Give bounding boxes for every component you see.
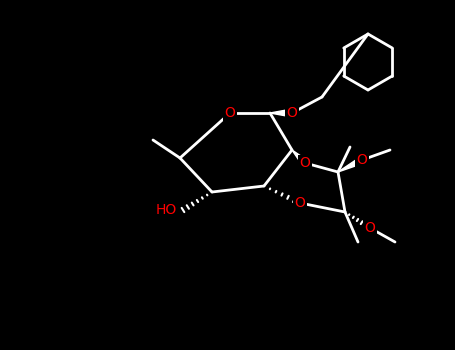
Text: O: O (299, 156, 310, 170)
Polygon shape (270, 109, 292, 117)
Text: O: O (364, 221, 375, 235)
Polygon shape (338, 157, 364, 172)
Text: O: O (287, 106, 298, 120)
Text: O: O (357, 153, 368, 167)
Text: O: O (225, 106, 235, 120)
Text: HO: HO (156, 203, 177, 217)
Polygon shape (292, 150, 308, 166)
Text: O: O (294, 196, 305, 210)
